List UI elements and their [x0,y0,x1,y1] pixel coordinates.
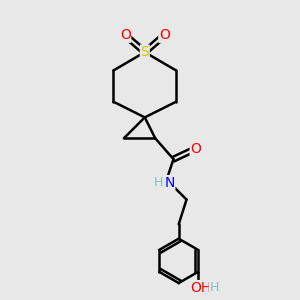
Text: O: O [120,28,131,42]
Text: H: H [154,176,163,189]
Text: H: H [209,281,219,294]
Text: O: O [190,142,201,156]
Text: O: O [159,28,170,42]
Text: OH: OH [190,280,211,295]
Text: N: N [164,176,175,190]
Text: S: S [140,45,149,59]
